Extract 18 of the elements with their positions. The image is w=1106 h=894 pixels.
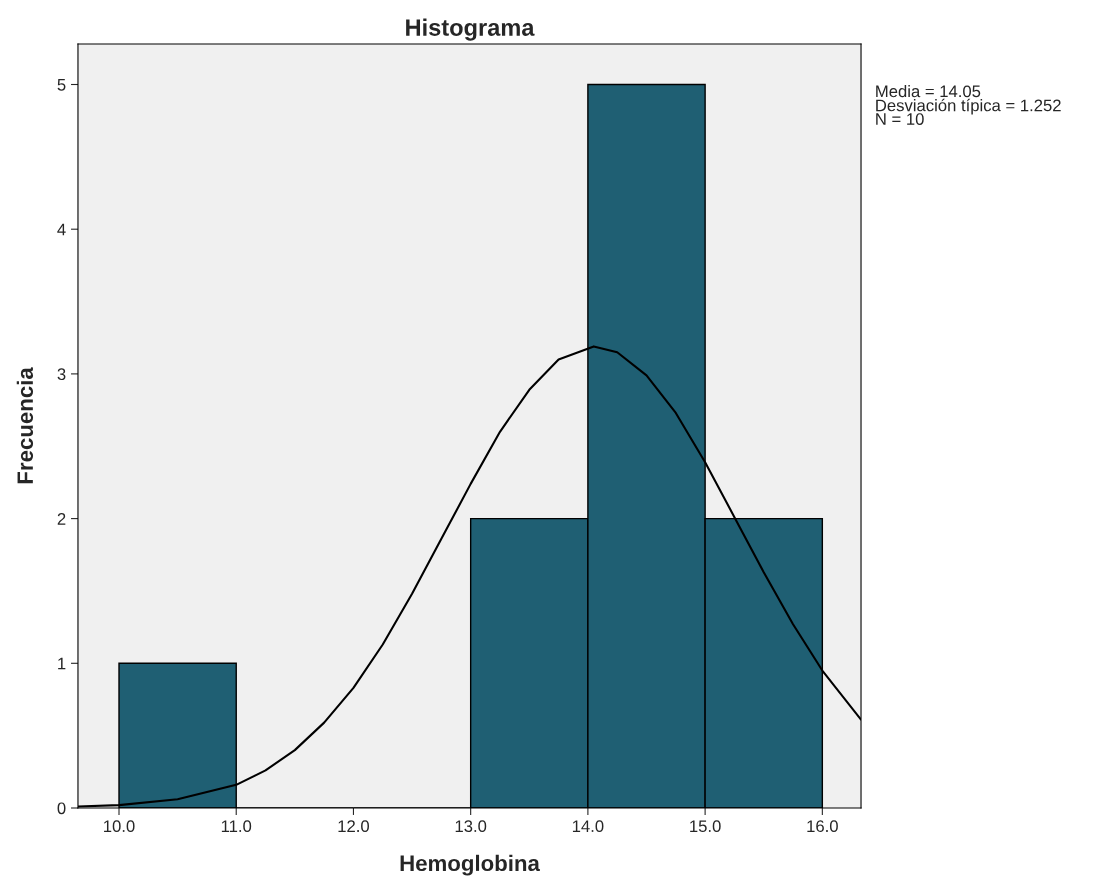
y-tick-label: 5 [57, 79, 66, 91]
y-tick-label: 4 [57, 223, 66, 236]
x-tick-label: 15.0 [690, 820, 721, 833]
chart-title: Histograma [406, 18, 535, 41]
x-tick-label: 14.0 [572, 820, 604, 833]
y-axis-title: Frecuencia [16, 367, 34, 484]
text: N = 10 [876, 113, 924, 125]
x-tick-label: 10.0 [104, 820, 135, 833]
text: Media = 14.05 [876, 85, 981, 98]
x-tick-label: 11.0 [221, 820, 252, 833]
y-tick-label: 2 [57, 513, 66, 525]
x-tick-label: 12.0 [338, 820, 370, 833]
y-tick-label: 3 [57, 368, 66, 381]
x-tick-label: 13.0 [455, 820, 487, 833]
y-tick-label: 0 [57, 802, 66, 815]
x-tick-label: 16.0 [807, 820, 838, 833]
y-tick-label: 1 [58, 657, 66, 670]
x-axis-title: Hemoglobina [400, 854, 541, 876]
